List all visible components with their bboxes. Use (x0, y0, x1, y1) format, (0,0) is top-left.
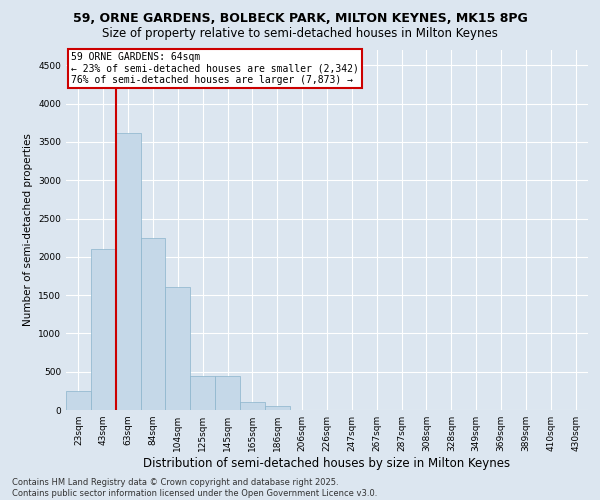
Bar (166, 288, 190, 410)
Bar (265, 406, 290, 410)
X-axis label: Distribution of semi-detached houses by size in Milton Keynes: Distribution of semi-detached houses by … (143, 457, 511, 470)
Text: Size of property relative to semi-detached houses in Milton Keynes: Size of property relative to semi-detach… (102, 28, 498, 40)
Bar (215, 376, 240, 410)
Text: Contains HM Land Registry data © Crown copyright and database right 2025.
Contai: Contains HM Land Registry data © Crown c… (12, 478, 377, 498)
Text: 59, ORNE GARDENS, BOLBECK PARK, MILTON KEYNES, MK15 8PG: 59, ORNE GARDENS, BOLBECK PARK, MILTON K… (73, 12, 527, 26)
Bar (91, 249, 116, 410)
Bar (66, 391, 91, 410)
Bar (190, 376, 215, 410)
Text: 59 ORNE GARDENS: 64sqm
← 23% of semi-detached houses are smaller (2,342)
76% of : 59 ORNE GARDENS: 64sqm ← 23% of semi-det… (71, 52, 359, 85)
Bar (116, 132, 140, 410)
Y-axis label: Number of semi-detached properties: Number of semi-detached properties (23, 134, 32, 326)
Bar (140, 238, 166, 410)
Bar (240, 402, 265, 410)
